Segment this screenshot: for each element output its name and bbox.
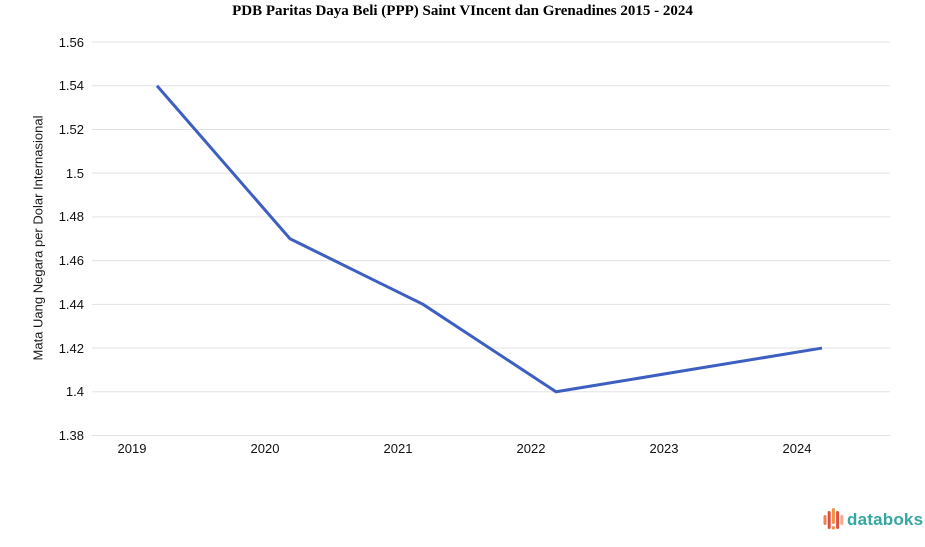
x-tick-label: 2024 [782,441,812,456]
x-tick-label: 2020 [250,441,280,456]
databoks-logo-text: databoks [847,510,924,529]
y-tick-label: 1.48 [58,209,84,225]
x-tick-label: 2021 [383,441,413,456]
y-tick-label: 1.4 [65,384,84,400]
y-tick-label: 1.42 [58,340,84,356]
data-line-series [155,84,823,394]
x-tick-label: 2022 [516,441,546,456]
databoks-logo: databoks [823,508,923,532]
y-tick-label: 1.46 [58,253,84,269]
y-tick-label: 1.52 [58,121,84,137]
y-tick-label: 1.54 [58,78,84,94]
waveform-bars-icon [823,508,844,530]
y-tick-label: 1.44 [58,296,84,312]
x-tick-label: 2023 [649,441,679,456]
x-tick-label: 2019 [117,441,147,456]
y-tick-label: 1.38 [58,428,84,443]
y-tick-label: 1.5 [65,165,84,181]
y-tick-label: 1.56 [58,34,84,50]
chart-title: PDB Paritas Daya Beli (PPP) Saint VIncen… [232,3,693,19]
